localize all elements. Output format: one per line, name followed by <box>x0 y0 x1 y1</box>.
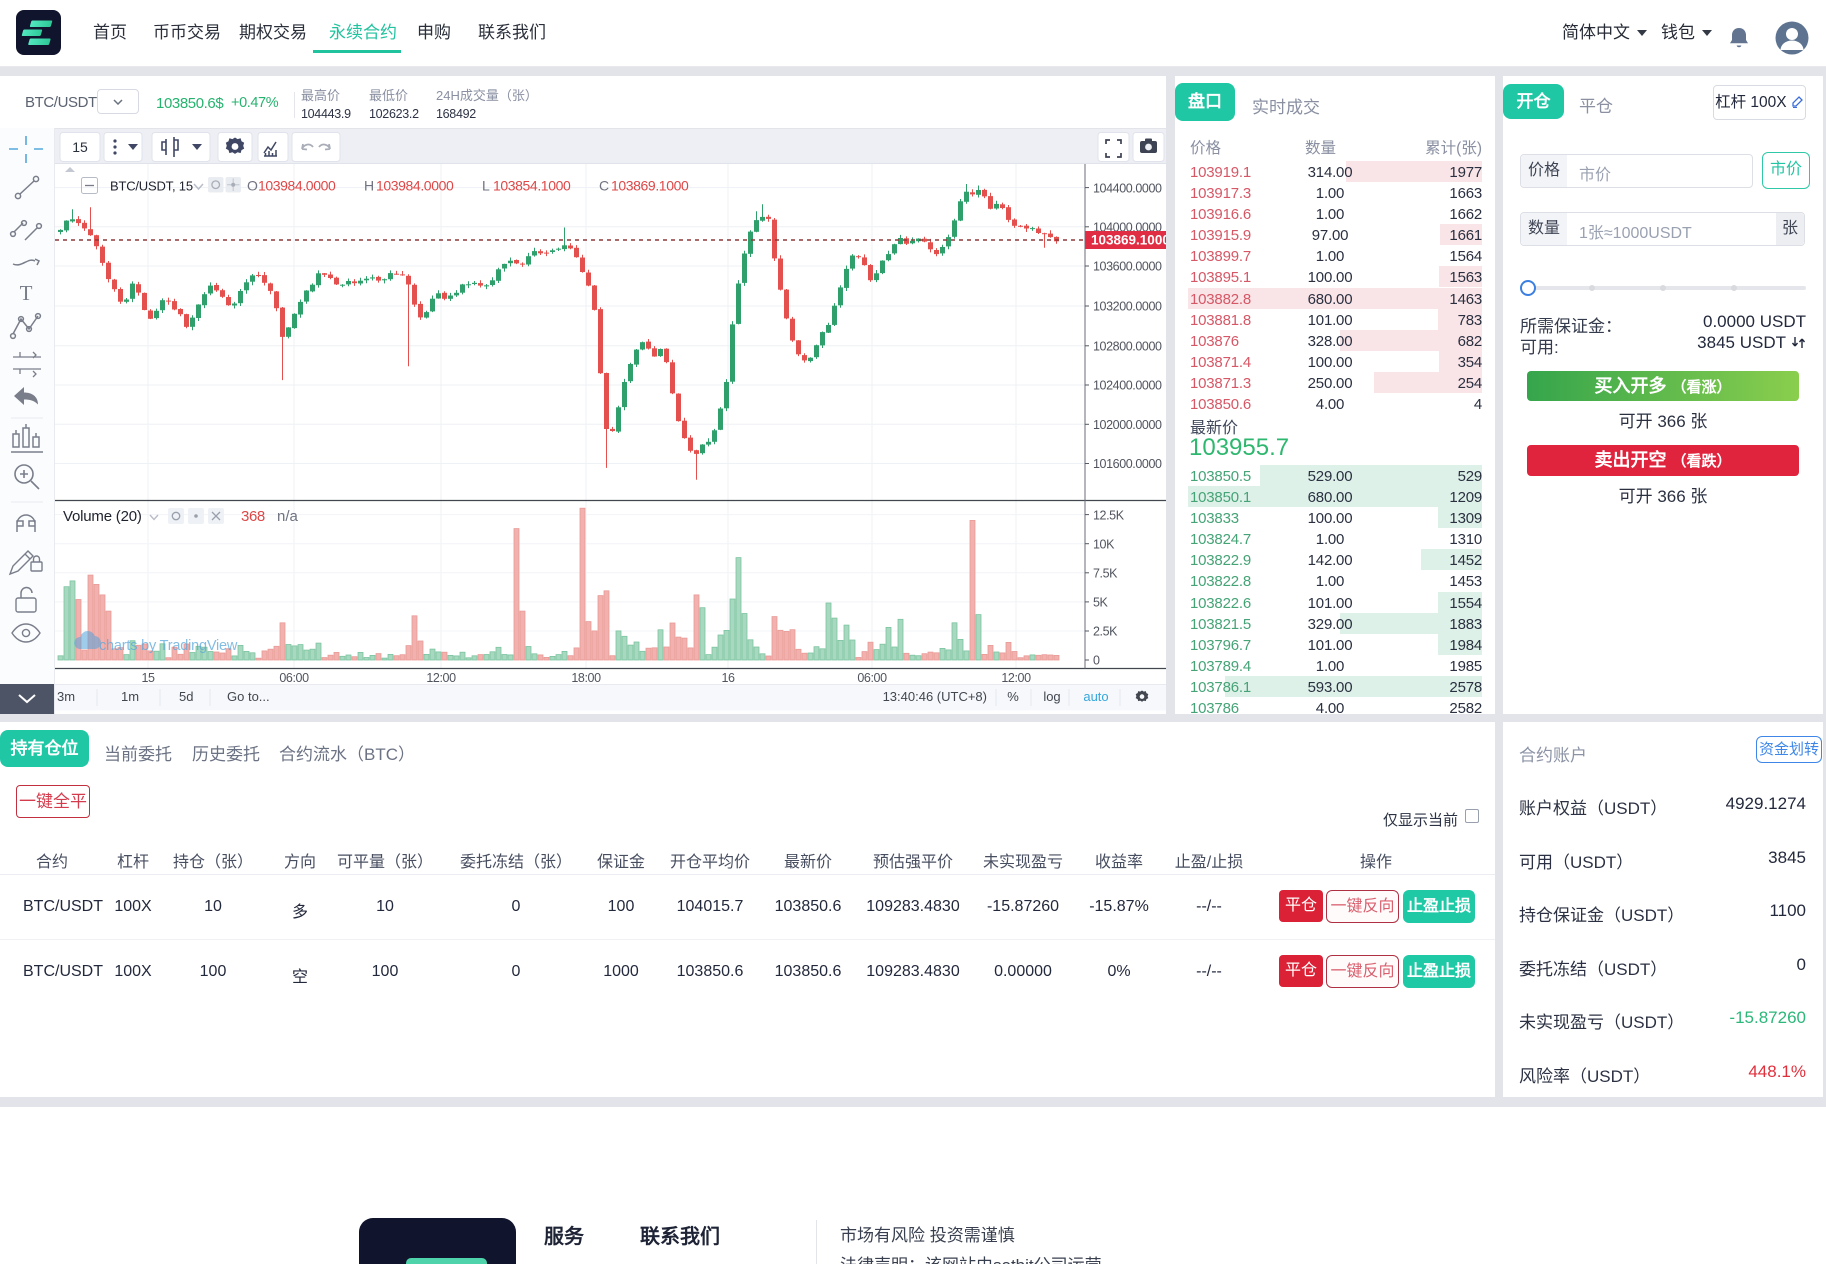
svg-text:15: 15 <box>141 671 155 685</box>
svg-text:2.5K: 2.5K <box>1093 625 1118 639</box>
svg-text:1m: 1m <box>121 689 139 704</box>
svg-text:102400.0000: 102400.0000 <box>1093 379 1162 393</box>
svg-text:T: T <box>20 281 33 305</box>
svg-text:104400.0000: 104400.0000 <box>1093 181 1162 195</box>
svg-text:0: 0 <box>1093 654 1100 668</box>
svg-text:13:40:46 (UTC+8): 13:40:46 (UTC+8) <box>883 689 987 704</box>
svg-text:L: L <box>482 178 490 194</box>
svg-text:102000.0000: 102000.0000 <box>1093 418 1162 432</box>
svg-text:3m: 3m <box>57 689 75 704</box>
svg-text:charts by TradingView: charts by TradingView <box>99 638 238 654</box>
svg-text:368: 368 <box>241 508 265 525</box>
svg-text:12.5K: 12.5K <box>1093 508 1125 522</box>
svg-text:103984.0000: 103984.0000 <box>376 178 454 194</box>
svg-text:102800.0000: 102800.0000 <box>1093 340 1162 354</box>
svg-text:BTC/USDT, 15: BTC/USDT, 15 <box>110 179 193 194</box>
svg-text:5d: 5d <box>179 689 193 704</box>
svg-text:7.5K: 7.5K <box>1093 567 1118 581</box>
svg-text:103869.1000: 103869.1000 <box>1091 233 1166 248</box>
svg-text:Go to...: Go to... <box>227 689 270 704</box>
svg-text:103984.0000: 103984.0000 <box>258 178 336 194</box>
svg-text:103854.1000: 103854.1000 <box>493 178 571 194</box>
svg-text:101600.0000: 101600.0000 <box>1093 457 1162 471</box>
svg-text:06:00: 06:00 <box>857 671 887 685</box>
svg-text:103869.1000: 103869.1000 <box>611 178 689 194</box>
svg-text:C: C <box>599 178 609 194</box>
svg-text:n/a: n/a <box>277 508 299 525</box>
svg-text:06:00: 06:00 <box>279 671 309 685</box>
svg-text:O: O <box>247 178 258 194</box>
svg-text:15: 15 <box>72 139 88 155</box>
svg-text:103200.0000: 103200.0000 <box>1093 300 1162 314</box>
svg-text:18:00: 18:00 <box>571 671 601 685</box>
svg-text:12:00: 12:00 <box>1001 671 1031 685</box>
svg-text:10K: 10K <box>1093 537 1115 551</box>
svg-text:103600.0000: 103600.0000 <box>1093 260 1162 274</box>
svg-text:H: H <box>364 178 374 194</box>
svg-text:12:00: 12:00 <box>426 671 456 685</box>
svg-text:%: % <box>1007 689 1019 704</box>
svg-text:16: 16 <box>721 671 735 685</box>
svg-text:auto: auto <box>1083 689 1108 704</box>
svg-text:5K: 5K <box>1093 596 1109 610</box>
svg-text:Volume (20): Volume (20) <box>63 508 142 525</box>
svg-text:log: log <box>1043 689 1060 704</box>
